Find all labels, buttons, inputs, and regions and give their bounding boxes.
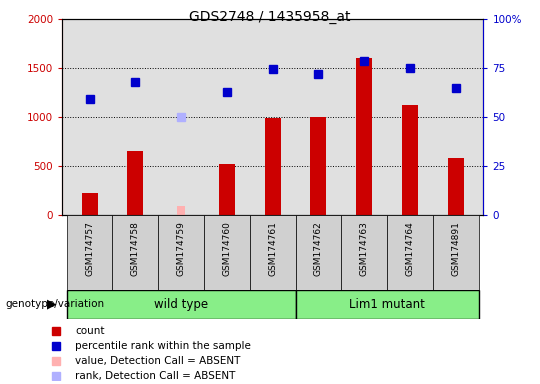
Text: GSM174763: GSM174763: [360, 221, 369, 276]
Bar: [310, 117, 327, 215]
Text: GSM174761: GSM174761: [268, 221, 277, 276]
Bar: [341, 215, 387, 290]
Bar: [66, 215, 112, 290]
Bar: [387, 215, 433, 290]
Text: value, Detection Call = ABSENT: value, Detection Call = ABSENT: [75, 356, 240, 366]
Bar: [295, 290, 479, 319]
Text: GSM174891: GSM174891: [451, 221, 460, 276]
Bar: [204, 215, 250, 290]
Text: GSM174759: GSM174759: [177, 221, 186, 276]
Bar: [448, 158, 464, 215]
Bar: [265, 118, 281, 215]
Text: wild type: wild type: [154, 298, 208, 311]
Bar: [356, 58, 372, 215]
Bar: [433, 215, 479, 290]
Bar: [402, 105, 418, 215]
Bar: [295, 215, 341, 290]
Bar: [66, 290, 295, 319]
Text: GSM174764: GSM174764: [406, 221, 415, 276]
Text: Lim1 mutant: Lim1 mutant: [349, 298, 425, 311]
Bar: [82, 194, 98, 215]
Bar: [250, 215, 295, 290]
Text: rank, Detection Call = ABSENT: rank, Detection Call = ABSENT: [75, 371, 235, 381]
Text: count: count: [75, 326, 105, 336]
Text: genotype/variation: genotype/variation: [5, 299, 105, 310]
Text: GSM174762: GSM174762: [314, 221, 323, 276]
Bar: [127, 151, 143, 215]
Text: percentile rank within the sample: percentile rank within the sample: [75, 341, 251, 351]
Text: GDS2748 / 1435958_at: GDS2748 / 1435958_at: [189, 10, 351, 23]
Bar: [177, 206, 185, 215]
Bar: [219, 164, 235, 215]
Text: GSM174760: GSM174760: [222, 221, 232, 276]
Bar: [112, 215, 158, 290]
Text: ▶: ▶: [47, 298, 57, 311]
Text: GSM174758: GSM174758: [131, 221, 140, 276]
Bar: [158, 215, 204, 290]
Text: GSM174757: GSM174757: [85, 221, 94, 276]
